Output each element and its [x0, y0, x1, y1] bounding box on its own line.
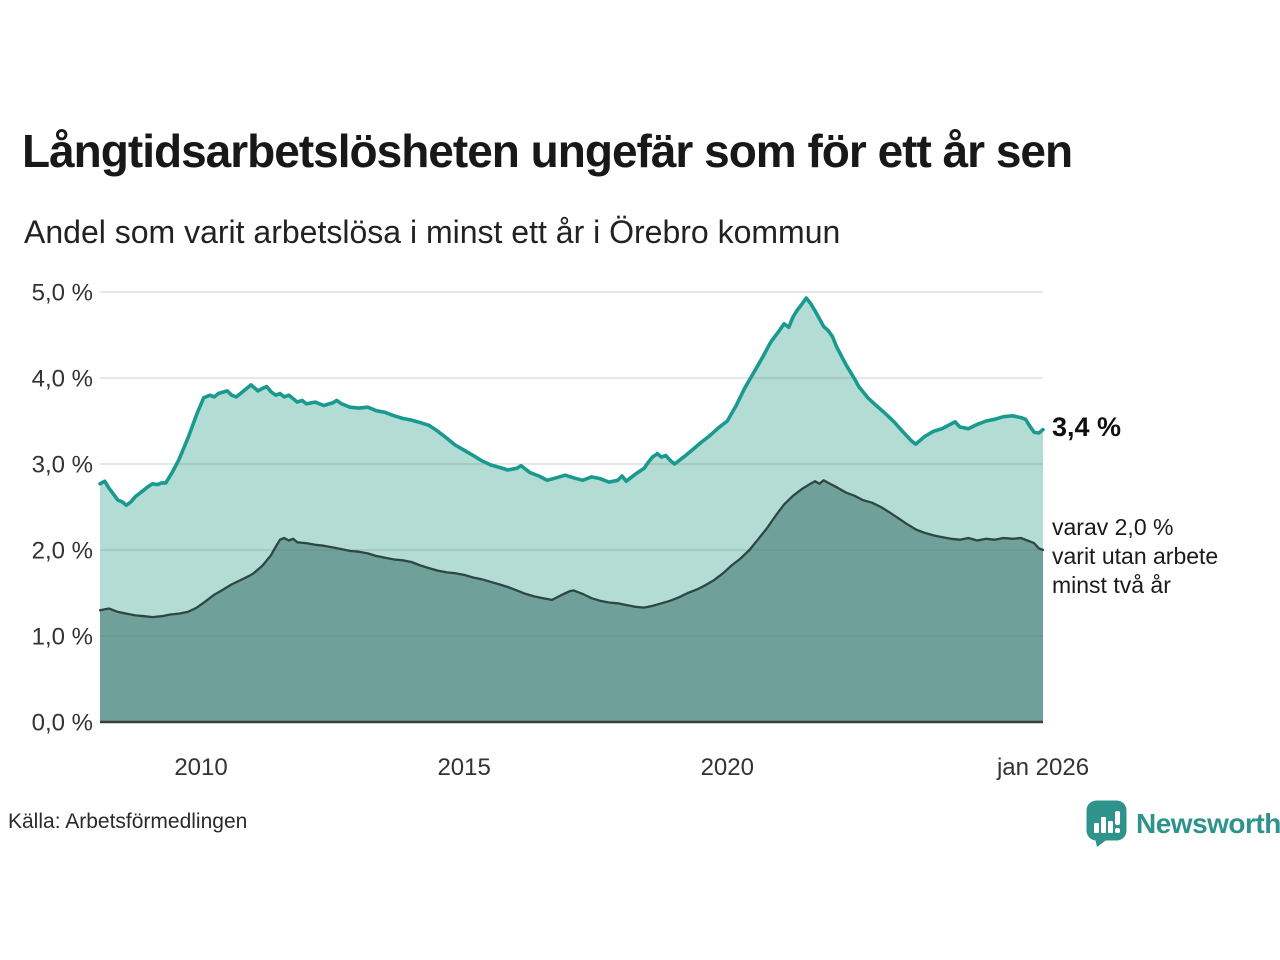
newsworthy-logo: Newsworthy [1086, 800, 1280, 847]
x-tick-label: jan 2026 [996, 754, 1089, 781]
y-tick-label: 2,0 % [32, 538, 93, 565]
y-tick-label: 3,0 % [32, 452, 93, 479]
two-year-line [98, 479, 1045, 619]
newsworthy-bubble-chart-icon [1086, 800, 1127, 847]
x-tick-label: 2015 [437, 754, 490, 781]
two-year-area [100, 480, 1043, 722]
latest-value-label: 3,4 % [1052, 412, 1122, 442]
y-tick-label: 4,0 % [32, 366, 93, 393]
x-tick-label: 2020 [701, 754, 754, 781]
two-year-annotation: varav 2,0 % varit utan arbete minst två … [1052, 514, 1219, 598]
area-chart: 0,0 % 1,0 % 2,0 % 3,0 % 4,0 % 5,0 % 2010 2015 20… [32, 280, 1089, 782]
total-line [98, 296, 1045, 508]
y-tick-label: 1,0 % [32, 624, 93, 651]
y-tick-label: 5,0 % [32, 280, 93, 307]
chart-subtitle: Andel som varit arbetslösa i minst ett å… [24, 214, 841, 250]
x-tick-label: 2010 [174, 754, 227, 781]
page-title: Långtidsarbetslösheten ungefär som för e… [22, 125, 1073, 177]
y-tick-label: 0,0 % [32, 710, 93, 737]
newsworthy-wordmark: Newsworthy [1136, 807, 1280, 839]
source-credit: Källa: Arbetsförmedlingen [8, 810, 248, 833]
